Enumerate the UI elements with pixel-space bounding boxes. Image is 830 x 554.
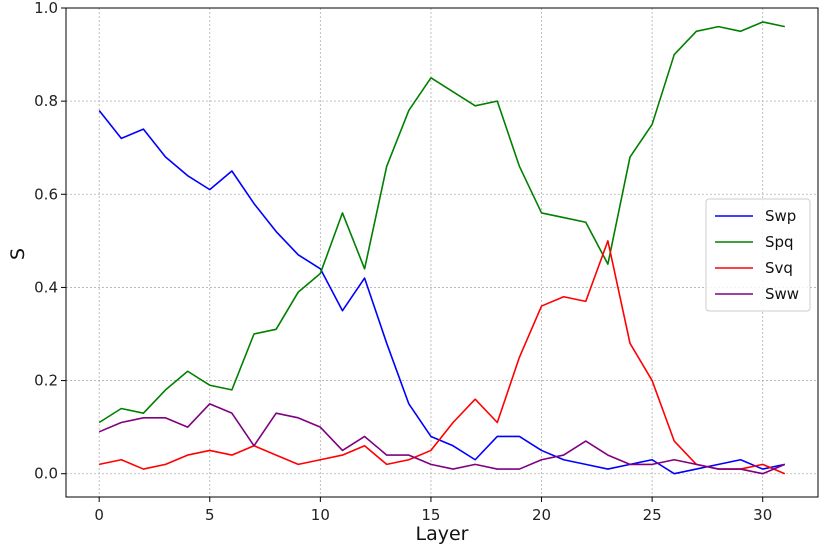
plot-area-frame — [65, 7, 819, 498]
series-line-spq — [98, 21, 785, 424]
x-tick-label: 30 — [753, 506, 772, 524]
x-tick-label: 5 — [205, 506, 215, 524]
legend: Swp Spq Svq Sww — [705, 198, 811, 312]
series-lines — [98, 21, 786, 475]
series-line-svq — [99, 240, 786, 475]
x-tick-label: 20 — [532, 506, 551, 524]
x-tick-label: 0 — [94, 506, 104, 524]
x-tick-label: 25 — [643, 506, 662, 524]
legend-box — [705, 198, 811, 312]
x-tick-label: 15 — [421, 506, 440, 524]
series-line-sww — [98, 403, 786, 475]
legend-label-spq: Spq — [765, 233, 794, 251]
y-axis-title: S — [7, 248, 29, 260]
legend-label-sww: Sww — [765, 285, 799, 303]
y-tick-label: 0.8 — [34, 92, 58, 110]
x-axis-title: Layer — [416, 523, 469, 545]
legend-label-svq: Svq — [765, 259, 793, 277]
y-tick-label: 0.0 — [34, 465, 58, 483]
axis-ticks: 0 5 10 15 20 25 30 0.0 0.2 0.4 0.6 0.8 1.0 — [34, 0, 772, 524]
y-tick-label: 0.4 — [34, 278, 58, 296]
y-tick-label: 0.2 — [34, 372, 58, 390]
x-tick-label: 10 — [311, 506, 330, 524]
legend-label-swp: Swp — [765, 207, 796, 225]
series-line-swp — [98, 109, 785, 475]
y-tick-label: 1.0 — [34, 0, 58, 17]
y-tick-label: 0.6 — [34, 185, 58, 203]
